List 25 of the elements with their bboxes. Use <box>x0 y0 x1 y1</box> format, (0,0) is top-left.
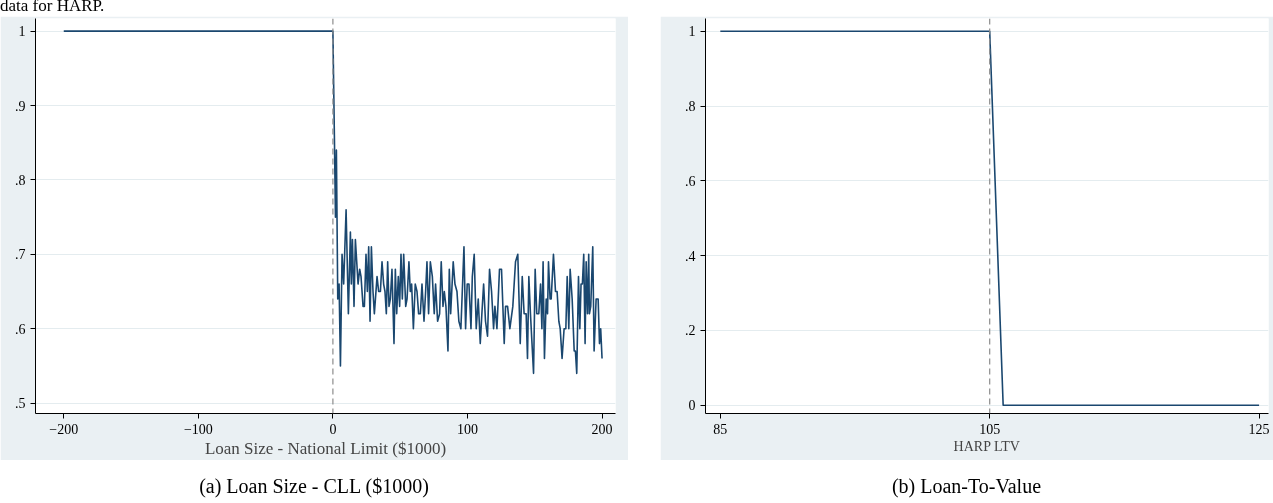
y-tick-label: 1 <box>688 24 696 40</box>
y-tick-label: .5 <box>15 396 26 412</box>
y-tick-label: .2 <box>685 323 696 339</box>
x-tick-label: 200 <box>591 421 613 437</box>
x-axis-title: HARP LTV <box>953 438 1020 454</box>
text: (b) Loan-To-Value <box>891 474 1042 500</box>
x-tick-label: 85 <box>713 421 728 437</box>
y-tick-label: .8 <box>685 99 696 115</box>
y-tick-label: .6 <box>685 173 696 189</box>
x-tick-label: −100 <box>183 421 213 437</box>
y-tick-label: 1 <box>18 24 26 40</box>
text: (a) Loan Size - CLL ($1000) <box>199 474 429 500</box>
y-tick-label: .6 <box>15 321 26 337</box>
y-tick-label: .7 <box>15 247 26 263</box>
y-tick-label: .9 <box>15 98 26 114</box>
line-series <box>62 30 603 375</box>
y-tick-label: .8 <box>15 172 26 188</box>
x-tick-label: 0 <box>329 421 337 437</box>
x-axis-title: Loan Size - National Limit ($1000) <box>204 438 447 458</box>
x-tick-label: 105 <box>979 421 1001 437</box>
y-tick-label: .4 <box>685 248 696 264</box>
x-tick-label: −200 <box>49 421 79 437</box>
x-tick-label: 125 <box>1248 421 1270 437</box>
y-tick-label: 0 <box>688 398 696 414</box>
x-tick-label: 100 <box>456 421 478 437</box>
